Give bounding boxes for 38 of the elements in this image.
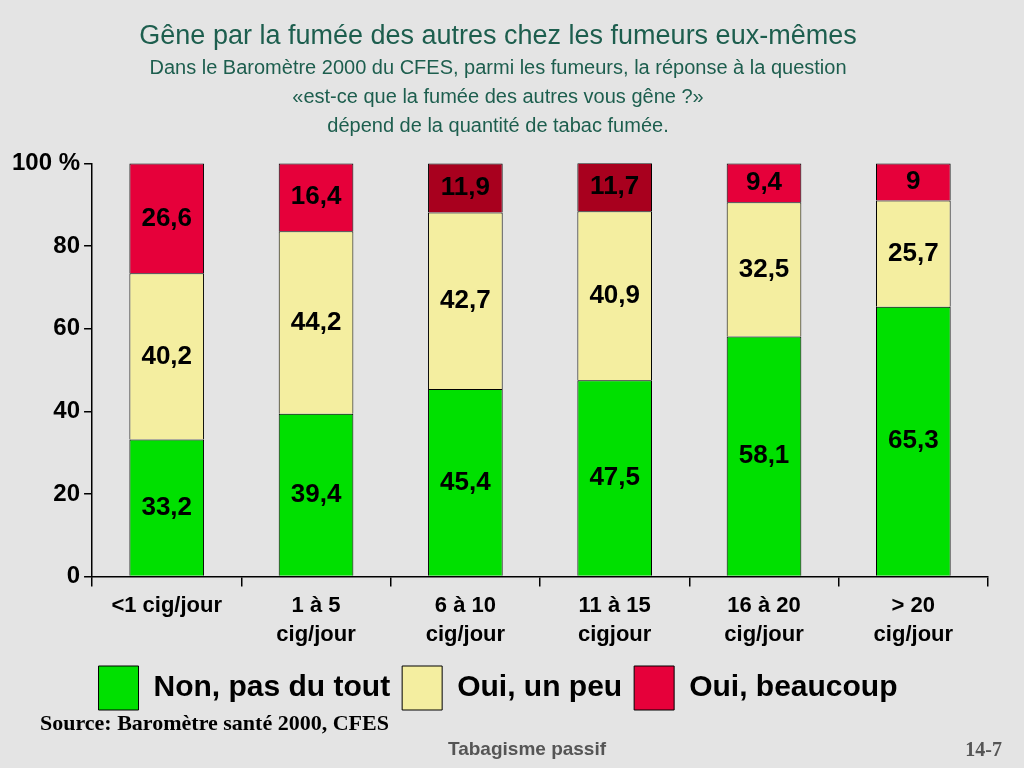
chart-title: Gêne par la fumée des autres chez les fumeurs eux-mêmes [139, 19, 857, 50]
text: Tabagisme passif [448, 738, 607, 759]
x-tick-label: 6 à 10 cig/jour [425, 591, 506, 647]
data-label: 65,3 [888, 424, 939, 455]
data-label: 9,4 [745, 165, 783, 196]
legend-label: Non, pas du tout [153, 669, 391, 703]
chart-subtitle: Dans le Baromètre 2000 du CFES, parmi les fumeurs, la réponse à la question «est-ce que la fumée des autres vous gêne ?» dépend de la quantité de tabac fumée. [149, 56, 847, 137]
y-tick-label: 100 % [11, 148, 81, 176]
data-label: 11,7 [590, 170, 640, 201]
legend-label: Oui, un peu [457, 669, 623, 703]
data-label: 32,5 [738, 252, 790, 283]
y-tick-label: 40 [53, 395, 81, 423]
y-tick-label: 80 [53, 230, 81, 258]
data-label: 11,9 [440, 171, 490, 202]
data-label: 47,5 [589, 461, 640, 492]
data-label: 26,6 [141, 201, 193, 232]
x-tick-label: 1 à 5 cig/jour [276, 591, 357, 647]
data-label: 42,7 [440, 283, 491, 314]
y-tick-label: 20 [53, 478, 81, 506]
data-label: 25,7 [888, 236, 939, 267]
data-label: 9 [906, 165, 921, 196]
source-note: Source: Baromètre santé 2000, CFES [40, 710, 389, 735]
text: 14-7 [965, 738, 1002, 760]
data-label: 45,4 [440, 465, 492, 496]
y-tick-label: 60 [53, 313, 81, 341]
data-label: 39,4 [290, 478, 342, 508]
x-tick-label: 11 à 15 cigjour [578, 591, 652, 647]
data-label: 40,9 [589, 279, 640, 309]
data-label: 58,1 [738, 439, 790, 470]
data-label: 44,2 [290, 305, 342, 336]
data-label: 40,2 [141, 339, 193, 370]
y-tick-label: 0 [66, 561, 81, 589]
x-tick-label: <1 cig/jour [111, 591, 223, 617]
legend-label: Oui, beaucoup [689, 669, 898, 703]
data-label: 16,4 [290, 180, 342, 211]
x-tick-label: > 20 cig/jour [873, 591, 954, 647]
x-tick-label: 16 à 20 cig/jour [724, 591, 805, 647]
data-label: 33,2 [141, 490, 193, 521]
